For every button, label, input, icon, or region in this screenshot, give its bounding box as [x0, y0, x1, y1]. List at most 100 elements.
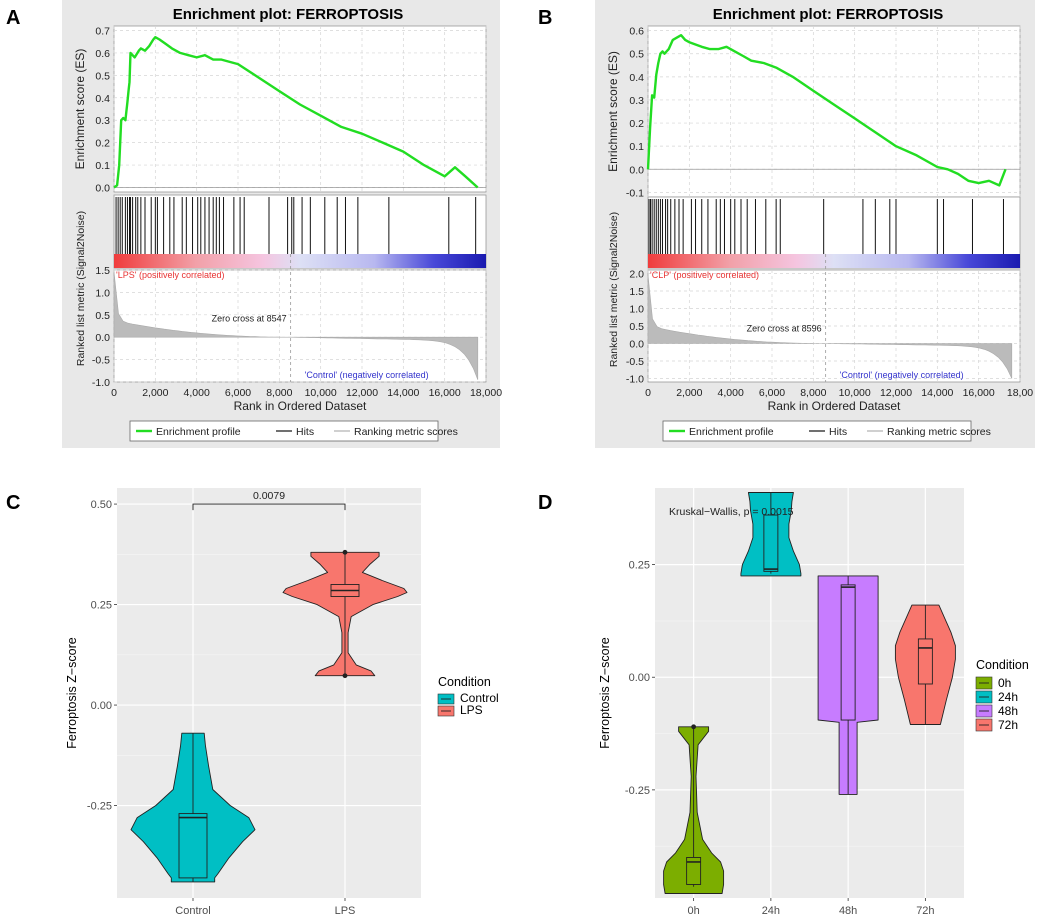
panel-b-xtick-8: 16,000: [963, 387, 995, 399]
panel-b-metric-ytick-0: -1.0: [626, 374, 644, 386]
panel-a-es-ytick-1: 0.1: [95, 160, 110, 172]
panel-a-xtick-1: 2,000: [142, 387, 168, 399]
panel-a-metric-area: [113, 269, 487, 383]
panel-b-es-ytick-7: 0.6: [629, 26, 644, 38]
panel-c-outlier-LPS-0: [342, 549, 348, 555]
panel-b-xtick-7: 14,000: [921, 387, 953, 399]
panel-a-xtick-4: 8,000: [266, 387, 292, 399]
panel-a-xlabel: Rank in Ordered Dataset: [234, 399, 367, 413]
panel-a-xtick-9: 18,000: [470, 387, 502, 399]
panel-c-ytick-0: -0.25: [87, 801, 112, 813]
panel-b-es-ytick-4: 0.3: [629, 95, 644, 107]
panel-d-box-48h: [840, 584, 856, 721]
panel-b-ylabel2: Ranked list metric (Signal2Noise): [608, 212, 620, 367]
panel-b-xlabel: Rank in Ordered Dataset: [768, 399, 901, 413]
panel-a-metric-area-fill: [113, 271, 479, 380]
panel-a-ranking-colorbar: [114, 254, 486, 268]
panel-a-legend-es-label: Enrichment profile: [156, 426, 241, 438]
panel-b-legend-hits-label: Hits: [829, 426, 847, 438]
panel-c-ytick-1: 0.00: [91, 700, 112, 712]
panel-c-ylabel: Ferroptosis Z−score: [65, 637, 79, 749]
panel-a-es-ytick-2: 0.2: [95, 138, 110, 150]
panel-b: B Enrichment plot: FERROPTOSIS -0.1 0.0 0.…: [538, 0, 1035, 448]
panel-a-metric-ytick-4: 1.0: [95, 287, 110, 299]
panel-d-xtick-0: 0h: [688, 905, 700, 917]
panel-c-pvalue: 0.0079: [253, 490, 285, 502]
panel-c-ytick-3: 0.50: [91, 499, 112, 511]
panel-a-letter: A: [6, 7, 20, 29]
panel-b-legend-metric-label: Ranking metric scores: [887, 426, 991, 438]
panel-d-legend-label-24h: 24h: [998, 690, 1018, 704]
panel-a-xtick-0: 0: [111, 387, 117, 399]
panel-a-xtick-7: 14,000: [387, 387, 419, 399]
panel-a-ylabel2: Ranked list metric (Signal2Noise): [75, 211, 87, 366]
panel-b-ylabel: Enrichment score (ES): [606, 51, 620, 172]
panel-d-box-0h: [686, 857, 702, 885]
panel-b-es-ytick-6: 0.5: [629, 49, 644, 61]
panel-b-xtick-4: 8,000: [800, 387, 826, 399]
panel-c-outlier-LPS-1: [342, 673, 348, 679]
panel-d-outlier-0h-0: [691, 724, 697, 730]
panel-a-neg-label: 'Control' (negatively correlated): [305, 370, 429, 380]
panel-a-xtick-5: 10,000: [305, 387, 337, 399]
panel-a-ylabel: Enrichment score (ES): [73, 49, 87, 170]
panel-d-legend-label-48h: 48h: [998, 704, 1018, 718]
panel-b-metric-ytick-4: 1.0: [629, 304, 644, 316]
panel-b-enrichment-line: [646, 34, 1007, 187]
panel-b-es-ytick-1: 0.0: [629, 164, 644, 176]
panel-b-es-ytick-0: -0.1: [626, 187, 644, 199]
panel-c-ytick-2: 0.25: [91, 600, 112, 612]
panel-d-box-72h: [917, 638, 933, 685]
panel-d-xtick-1: 24h: [762, 905, 780, 917]
panel-b-xtick-6: 12,000: [880, 387, 912, 399]
panel-d-xtick-2: 48h: [839, 905, 857, 917]
panel-c-letter: C: [6, 492, 20, 514]
panel-b-metric-ytick-2: 0.0: [629, 339, 644, 351]
panel-a-es-ytick-3: 0.3: [95, 115, 110, 127]
panel-a-xtick-8: 16,000: [429, 387, 461, 399]
panel-b-metric-area-fill: [647, 274, 1013, 379]
panel-a-metric-ytick-1: -0.5: [92, 355, 110, 367]
panel-a-es-ytick-6: 0.6: [95, 48, 110, 60]
panel-c-legend-label-Control: Control: [460, 691, 499, 705]
panel-a-metric-ytick-0: -1.0: [92, 377, 110, 389]
panel-d-ytick-2: 0.00: [629, 672, 650, 684]
panel-d-kruskal-annotation: Kruskal−Wallis, p = 0.0015: [669, 506, 794, 518]
panel-a-xtick-3: 6,000: [225, 387, 251, 399]
panel-a-metric-ytick-5: 1.5: [95, 265, 110, 277]
panel-a: A Enrichment plot: FERROPTOSIS 0.0 0.1 0.2…: [6, 0, 502, 448]
panel-b-xtick-9: 18,00: [1007, 387, 1033, 399]
panel-d-legend-label-72h: 72h: [998, 718, 1018, 732]
panel-b-legend-es-label: Enrichment profile: [689, 426, 774, 438]
panel-a-zero-cross-label: Zero cross at 8547: [212, 314, 287, 324]
panel-a-metric-ytick-3: 0.5: [95, 310, 110, 322]
panel-a-pos-label: 'LPS' (positively correlated): [116, 270, 224, 280]
panel-c-legend-label-LPS: LPS: [460, 703, 483, 717]
panel-b-pos-label: 'CLP' (positively correlated): [650, 270, 759, 280]
panel-a-xtick-2: 4,000: [184, 387, 210, 399]
panel-b-zero-cross-label: Zero cross at 8596: [747, 323, 822, 333]
panel-a-metric-ytick-2: 0.0: [95, 332, 110, 344]
panel-b-es-ytick-5: 0.4: [629, 72, 644, 84]
panel-a-title: Enrichment plot: FERROPTOSIS: [173, 6, 404, 23]
panel-d-ylabel: Ferroptosis Z−score: [598, 637, 612, 749]
panel-b-es-area: [647, 25, 1021, 198]
panel-b-xtick-0: 0: [645, 387, 651, 399]
panel-a-es-ytick-4: 0.4: [95, 93, 110, 105]
panel-d-ytick-3: 0.25: [629, 560, 650, 572]
panel-d-xtick-3: 72h: [916, 905, 934, 917]
panel-b-neg-label: 'Control' (negatively correlated): [840, 370, 964, 380]
panel-b-metric-ytick-3: 0.5: [629, 321, 644, 333]
panel-b-xtick-3: 6,000: [759, 387, 785, 399]
panel-c-xtick-0: Control: [175, 905, 210, 917]
panel-a-legend-hits-label: Hits: [296, 426, 314, 438]
panel-d-ytick-1: -0.25: [625, 785, 650, 797]
panel-b-letter: B: [538, 7, 552, 29]
panel-c-legend-title: Condition: [438, 675, 491, 689]
panel-c-xtick-1: LPS: [335, 905, 356, 917]
panel-b-xtick-1: 2,000: [676, 387, 702, 399]
panel-b-metric-ytick-5: 1.5: [629, 286, 644, 298]
